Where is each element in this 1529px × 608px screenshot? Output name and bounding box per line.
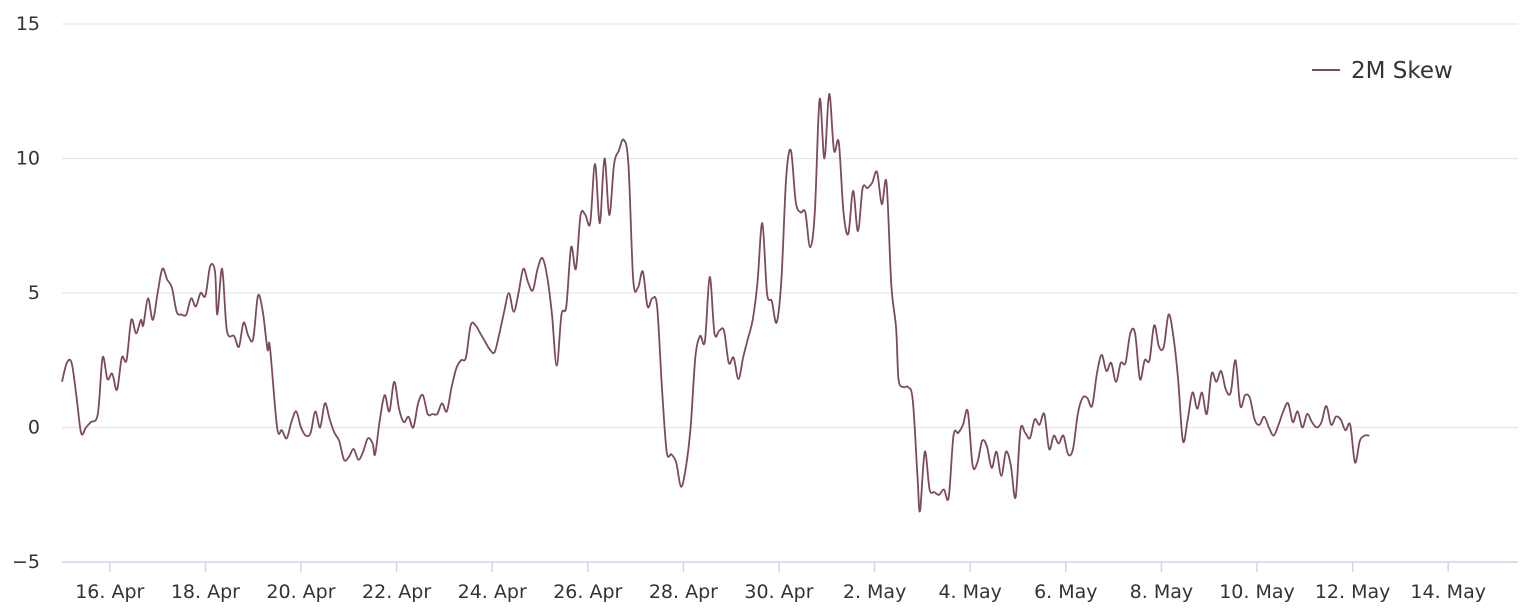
grid-lines xyxy=(62,23,1518,429)
y-tick-label: 10 xyxy=(16,148,40,170)
x-tick-label: 6. May xyxy=(1034,581,1097,603)
x-tick-label: 8. May xyxy=(1130,581,1193,603)
y-tick-label: 15 xyxy=(16,13,40,35)
x-tick-label: 2. May xyxy=(843,581,906,603)
x-tick-label: 14. May xyxy=(1410,581,1486,603)
x-tick-label: 4. May xyxy=(938,581,1001,603)
y-tick-label: 0 xyxy=(28,417,40,439)
legend-label: 2M Skew xyxy=(1351,58,1453,84)
x-tick-label: 28. Apr xyxy=(649,581,718,603)
y-tick-label: −5 xyxy=(12,551,40,573)
legend[interactable]: 2M Skew xyxy=(1312,58,1453,84)
y-axis-labels: −5 0 5 10 15 xyxy=(12,13,40,573)
x-axis-labels: 16. Apr 18. Apr 20. Apr 22. Apr 24. Apr 26. A… xyxy=(75,581,1486,603)
x-tick-label: 22. Apr xyxy=(362,581,431,603)
y-tick-label: 5 xyxy=(28,282,40,304)
series-line-0 xyxy=(61,92,1370,513)
x-tick-label: 30. Apr xyxy=(744,581,813,603)
x-tick-label: 18. Apr xyxy=(171,581,240,603)
x-tick-label: 10. May xyxy=(1219,581,1295,603)
legend-item[interactable]: 2M Skew xyxy=(1312,58,1453,84)
x-tick-label: 24. Apr xyxy=(458,581,527,603)
x-axis-ticks xyxy=(109,562,1449,572)
x-tick-label: 20. Apr xyxy=(266,581,335,603)
x-tick-label: 26. Apr xyxy=(553,581,622,603)
x-tick-label: 16. Apr xyxy=(75,581,144,603)
x-tick-label: 12. May xyxy=(1315,581,1391,603)
series-group xyxy=(61,92,1370,513)
